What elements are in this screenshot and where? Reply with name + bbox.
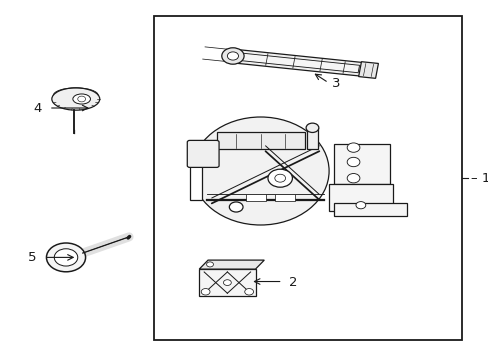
Circle shape xyxy=(46,243,85,272)
Polygon shape xyxy=(199,260,264,269)
Bar xyxy=(189,164,202,200)
Text: 5: 5 xyxy=(28,251,37,264)
Circle shape xyxy=(222,48,244,64)
Circle shape xyxy=(223,280,231,285)
Bar xyxy=(245,194,265,201)
Ellipse shape xyxy=(52,88,100,110)
Polygon shape xyxy=(358,62,378,78)
Text: 4: 4 xyxy=(34,102,42,114)
Circle shape xyxy=(305,123,318,132)
Text: 2: 2 xyxy=(288,276,296,289)
Bar xyxy=(275,194,294,201)
Circle shape xyxy=(78,96,85,102)
Polygon shape xyxy=(242,53,359,73)
Bar xyxy=(216,132,304,149)
Circle shape xyxy=(274,174,285,182)
Circle shape xyxy=(201,289,210,295)
Text: – 1: – 1 xyxy=(470,172,488,185)
Bar xyxy=(199,269,255,296)
Circle shape xyxy=(355,202,365,209)
Circle shape xyxy=(229,202,243,212)
Ellipse shape xyxy=(73,94,90,104)
Circle shape xyxy=(346,143,359,152)
Ellipse shape xyxy=(192,117,328,225)
Circle shape xyxy=(346,174,359,183)
Circle shape xyxy=(227,52,238,60)
Circle shape xyxy=(267,169,292,187)
Circle shape xyxy=(54,249,78,266)
Text: 3: 3 xyxy=(331,77,339,90)
Bar xyxy=(333,203,406,216)
Polygon shape xyxy=(231,49,369,77)
Bar xyxy=(306,128,317,149)
FancyBboxPatch shape xyxy=(187,140,219,167)
Circle shape xyxy=(206,262,213,267)
Bar xyxy=(154,16,461,340)
Bar xyxy=(328,184,392,211)
Circle shape xyxy=(244,289,253,295)
Circle shape xyxy=(346,157,359,167)
Bar xyxy=(333,144,389,184)
